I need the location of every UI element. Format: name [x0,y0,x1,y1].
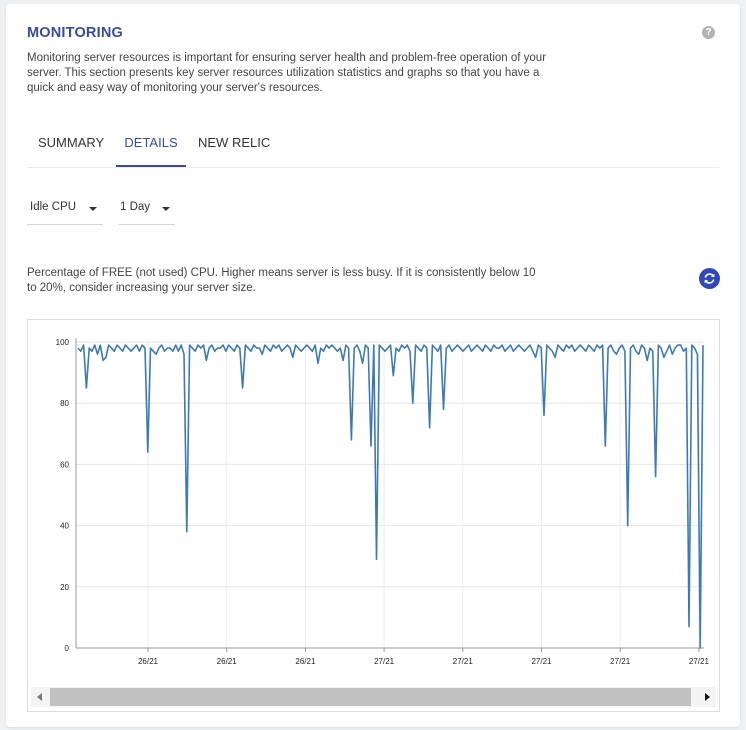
chart-description: Percentage of FREE (not used) CPU. Highe… [27,267,536,294]
y-tick-label: 0 [65,644,70,653]
x-tick-label: 27/21 [531,657,552,666]
cpu-chart: 0 20 40 60 80 100 26/21 26/21 26/21 27/21 27/21 27/… [27,319,720,712]
refresh-icon[interactable] [699,268,720,289]
scroll-right-arrow[interactable] [698,687,716,707]
x-tick-label: 26/21 [295,657,316,666]
x-tick-label: 26/21 [217,657,238,666]
y-tick-label: 80 [60,399,69,408]
y-tick-label: 60 [60,460,69,469]
scroll-left-arrow[interactable] [31,687,49,707]
line-chart: 0 20 40 60 80 100 26/21 26/21 26/21 27/21 27/21 27/… [56,338,710,666]
x-tick-label: 27/21 [453,657,474,666]
tab-new-relic[interactable]: NEW RELIC [198,135,271,150]
period-select-value: 1 Day [120,201,151,213]
metric-select-value: Idle CPU [30,201,77,213]
section-description: Monitoring server resources is important… [27,52,547,94]
chart-scrollbar[interactable] [31,687,716,707]
x-tick-label: 27/21 [374,657,395,666]
scrollbar-thumb[interactable] [50,688,691,706]
section-title: MONITORING [27,25,123,41]
y-tick-label: 100 [56,338,70,347]
tab-bar: SUMMARY DETAILS NEW RELIC [27,132,719,168]
x-tick-label: 27/21 [610,657,631,666]
x-tick-label: 26/21 [138,657,159,666]
tab-details[interactable]: DETAILS [116,132,186,167]
x-tick-label: 27/21 [689,657,710,666]
tab-summary[interactable]: SUMMARY [38,135,105,150]
period-select[interactable]: 1 Day [119,201,175,225]
chevron-down-icon [162,207,170,211]
question-icon[interactable]: ? [702,26,715,39]
metric-select[interactable]: Idle CPU [27,201,103,225]
monitoring-panel: MONITORING ? Monitoring server resources… [6,4,740,727]
chevron-down-icon [89,207,97,211]
series-line-idle-cpu [77,344,704,649]
y-tick-label: 20 [60,583,69,592]
y-tick-label: 40 [60,522,69,531]
